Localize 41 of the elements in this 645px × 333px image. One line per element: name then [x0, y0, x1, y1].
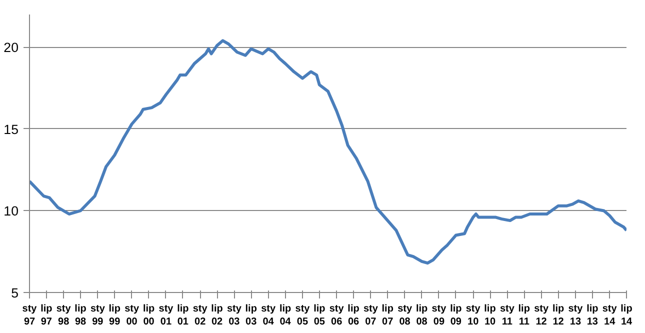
x-tick-label: sty 04 [261, 304, 276, 328]
x-tick-label: lip 04 [279, 304, 292, 328]
x-tick-label: lip 03 [245, 304, 258, 328]
x-tick-label: lip 00 [142, 304, 155, 328]
x-tick-label: sty 02 [192, 304, 208, 328]
x-tick-label: sty 14 [602, 304, 618, 328]
x-tick-label: lip 05 [314, 304, 326, 328]
x-tick-label: lip 06 [348, 304, 360, 328]
x-tick-label: sty 99 [90, 304, 106, 328]
x-tick-label: sty 12 [534, 304, 549, 328]
x-tick-label: lip 14 [620, 304, 632, 328]
x-tick-label: lip 07 [382, 304, 394, 328]
x-tick-label: sty 09 [432, 304, 447, 328]
y-tick-label: 20 [4, 40, 19, 56]
y-tick-label: 5 [11, 286, 19, 300]
x-tick-label: sty 11 [500, 304, 515, 328]
y-tick-label: 15 [4, 122, 19, 137]
x-tick-label: lip 01 [177, 304, 189, 328]
x-tick-label: sty 06 [329, 304, 344, 328]
x-tick-label: lip 02 [211, 304, 224, 328]
x-tick-label: sty 13 [568, 304, 584, 328]
x-tick-label: sty 10 [466, 304, 481, 328]
line-series [30, 39, 626, 265]
x-tick-label: sty 98 [56, 304, 72, 328]
x-tick-label: sty 97 [22, 304, 38, 328]
x-tick-label: lip 09 [450, 304, 462, 328]
x-tick-label: lip 97 [40, 304, 52, 328]
x-tick-label: sty 08 [398, 304, 412, 328]
x-tick-label: sty 07 [363, 304, 378, 328]
x-tick-label: lip 11 [518, 304, 530, 328]
x-tick-label: sty 03 [226, 304, 242, 328]
x-tick-label: lip 10 [484, 304, 496, 328]
x-tick-label: sty 05 [295, 304, 310, 328]
x-tick-label: lip 13 [586, 304, 598, 328]
x-tick-label: lip 12 [552, 304, 564, 328]
x-tick-label: sty 01 [158, 304, 174, 328]
x-tick-label: lip 98 [74, 304, 87, 328]
x-tick-label: lip 99 [108, 304, 121, 328]
x-tick-label: lip 08 [416, 304, 428, 328]
y-tick-label: 10 [4, 204, 19, 219]
x-tick-label: sty 00 [124, 304, 140, 328]
